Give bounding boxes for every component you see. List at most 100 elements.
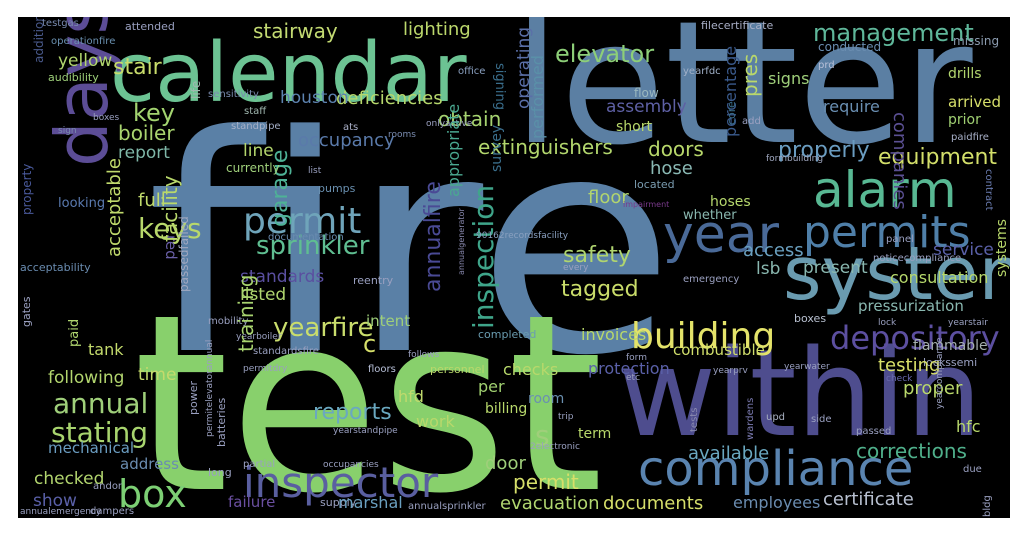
cloud-word: obtain [438,107,502,131]
cloud-word: lockssemi [923,356,978,369]
cloud-word: calendar [110,26,467,121]
cloud-word: proper [903,378,963,399]
cloud-word: documents [603,493,704,514]
cloud-word: addition [32,17,46,63]
cloud-word: sensitivity [208,89,259,100]
cloud-word: assembly [606,97,687,117]
cloud-word: flammable [913,338,988,354]
cloud-word: system [783,231,1010,317]
cloud-word: hose [650,158,693,179]
cloud-word: gates [20,296,33,327]
cloud-word: properly [778,138,870,163]
cloud-word: stating [51,416,149,449]
cloud-word: standpipe [231,121,281,132]
cloud-word: attended [125,20,175,33]
cloud-word: staff [244,106,267,117]
cloud-word: due [963,464,982,475]
cloud-word: yearfdc [683,66,721,77]
cloud-word: reports [313,400,392,425]
cloud-word: every [563,263,589,273]
cloud-word: currently [226,161,280,175]
cloud-word: conducted [818,40,882,54]
cloud-word: checked [34,469,105,489]
cloud-word: standardsfire [253,346,319,357]
cloud-word: stair [113,55,162,80]
cloud-word: listed [240,285,287,305]
cloud-word: tagged [561,277,639,302]
cloud-word: pres [738,53,762,97]
cloud-word: bldg [982,495,993,517]
word-cloud: fire test letter within calendar days sy… [18,17,1010,518]
cloud-word: yearboiler [236,332,282,342]
cloud-word: evacuation [500,493,600,514]
cloud-word: hoses [710,194,751,210]
cloud-word: impairment [623,200,670,209]
cloud-word: keys [138,212,202,245]
cloud-word: hfc [956,417,981,436]
cloud-word: permits [803,207,971,258]
cloud-word: list [308,166,322,176]
cloud-word: survey [489,124,505,172]
cloud-word: acceptability [20,261,91,274]
cloud-word: letter [513,17,973,183]
cloud-word: short [616,119,652,135]
cloud-word: tank [88,340,124,359]
cloud-word: management [813,19,974,47]
cloud-word: signing [492,63,507,110]
cloud-word: flow [634,86,659,100]
cloud-word: training [234,274,258,352]
cloud-word: yearstandpipe [333,426,398,436]
cloud-word: time [138,365,177,385]
cloud-word: building [631,316,776,357]
cloud-word: extinguishers [478,135,613,159]
cloud-word: occupancies [323,460,379,470]
cloud-word: formbuilding [766,154,824,164]
cloud-word: certificate [823,489,914,510]
cloud-word: add [742,116,761,127]
cloud-word: batteries [215,397,228,447]
cloud-word: operating [514,26,534,109]
cloud-word: protection [588,359,670,378]
cloud-word: present [803,258,868,278]
cloud-word: lighting [403,19,471,40]
cloud-word: documentation [268,232,344,243]
cloud-word: available [688,443,770,464]
cloud-word: follows [408,350,440,360]
cloud-word: property [20,163,34,215]
cloud-word: billing [485,401,528,417]
cloud-word: mobility [208,316,249,327]
cloud-word: operationfire [51,36,116,47]
cloud-word: boiler [118,121,175,145]
cloud-word: line [243,141,274,161]
cloud-word: term [578,426,612,442]
cloud-word: yellow [58,51,113,71]
cloud-word: testing [878,355,941,376]
cloud-word: wardens [745,397,756,440]
cloud-word: invoices [581,325,647,344]
cloud-word: compliance [638,441,914,497]
cloud-word: test [133,262,604,518]
cloud-word: prd [818,60,835,71]
cloud-word: service [933,240,994,260]
cloud-word: upd [766,412,786,423]
cloud-word: filecertificate [701,19,774,32]
cloud-word: per [478,377,505,396]
cloud-word: pumps [318,182,356,195]
cloud-word: completed [478,328,537,341]
cloud-word: year [663,205,780,265]
cloud-word: systems [994,219,1010,277]
cloud-word: sprinkler [256,231,370,261]
cloud-word: door [485,453,526,474]
cloud-word: employees [733,493,821,512]
cloud-word: boxes [93,113,120,123]
cloud-word: power [187,381,200,415]
cloud-word: combustible [673,341,765,359]
cloud-word: side [811,414,832,425]
cloud-word: room [528,391,565,407]
cloud-word: occupancy [298,130,395,151]
cloud-word: hfd [398,387,424,406]
cloud-word: prior [948,112,981,128]
cloud-word: etc [626,373,641,383]
cloud-word: houston [280,88,349,108]
cloud-word: annualsprinkler [408,501,486,512]
